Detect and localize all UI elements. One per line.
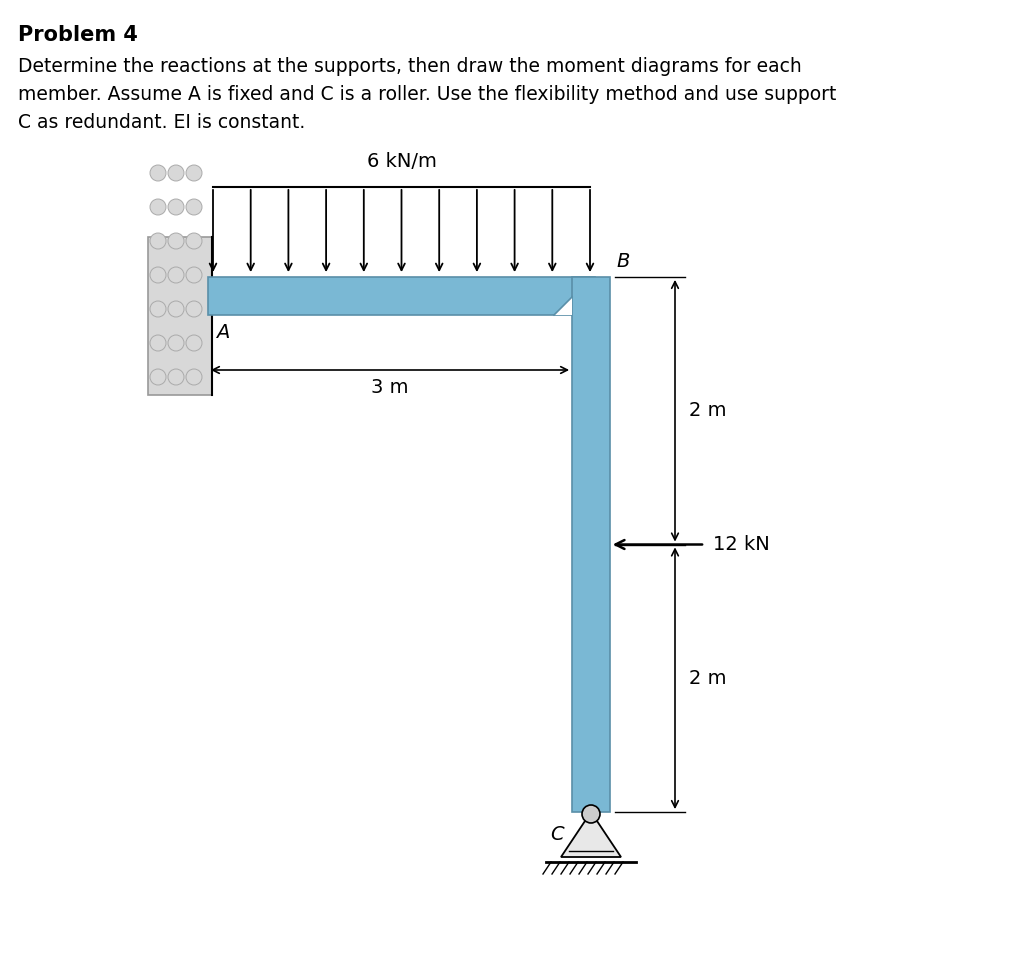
Polygon shape [554, 297, 572, 315]
Circle shape [150, 233, 166, 249]
Circle shape [168, 335, 184, 351]
Text: 12 kN: 12 kN [713, 535, 770, 554]
Circle shape [186, 369, 202, 385]
Circle shape [168, 165, 184, 181]
Circle shape [150, 199, 166, 215]
Text: C: C [550, 825, 564, 843]
Text: Problem 4: Problem 4 [18, 25, 138, 45]
Bar [148, 237, 212, 395]
Circle shape [186, 267, 202, 283]
Circle shape [186, 199, 202, 215]
Text: A: A [216, 323, 229, 342]
Text: C as redundant. EI is constant.: C as redundant. EI is constant. [18, 113, 305, 132]
Circle shape [150, 165, 166, 181]
Text: member. Assume A is fixed and C is a roller. Use the flexibility method and use : member. Assume A is fixed and C is a rol… [18, 85, 837, 104]
Circle shape [186, 165, 202, 181]
Circle shape [168, 267, 184, 283]
Circle shape [168, 199, 184, 215]
Circle shape [186, 233, 202, 249]
Circle shape [150, 369, 166, 385]
Circle shape [150, 301, 166, 317]
Circle shape [582, 805, 600, 823]
Circle shape [186, 335, 202, 351]
Circle shape [186, 301, 202, 317]
Text: 3 m: 3 m [372, 378, 409, 397]
Circle shape [168, 369, 184, 385]
Circle shape [168, 233, 184, 249]
Text: B: B [616, 252, 630, 271]
Text: 6 kN/m: 6 kN/m [367, 152, 436, 171]
Polygon shape [561, 812, 621, 857]
Circle shape [150, 335, 166, 351]
Circle shape [168, 301, 184, 317]
Bar [572, 277, 610, 812]
Circle shape [150, 267, 166, 283]
Text: 2 m: 2 m [689, 669, 726, 688]
Text: Determine the reactions at the supports, then draw the moment diagrams for each: Determine the reactions at the supports,… [18, 57, 802, 76]
Text: 2 m: 2 m [689, 401, 726, 421]
Bar [208, 277, 595, 315]
